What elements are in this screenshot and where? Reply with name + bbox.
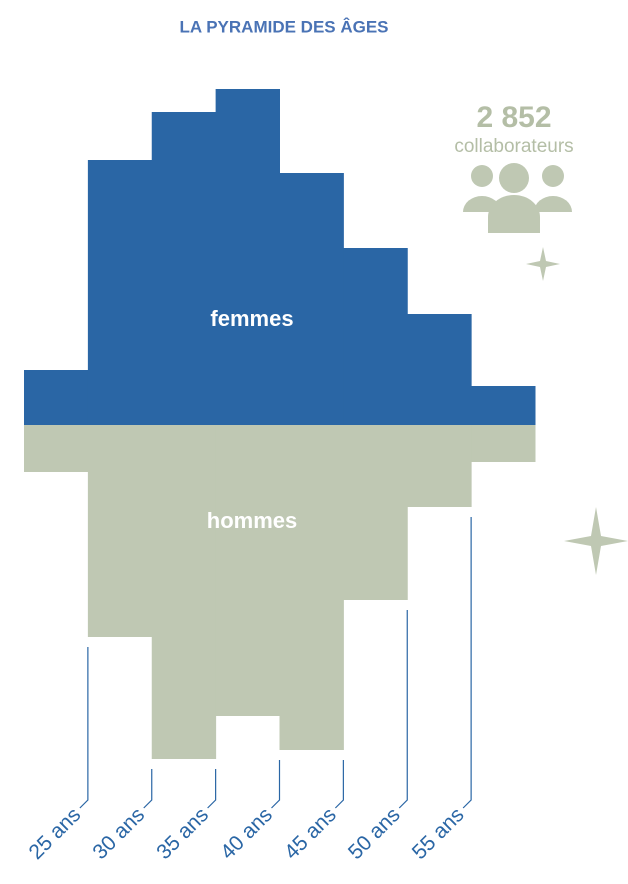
bar-hommes [343,425,408,600]
edge-label: 40 ans [216,803,277,864]
total-label: collaborateurs [454,136,573,157]
bar-hommes [151,425,217,759]
edge-label: 55 ans [408,803,469,864]
label-leader [143,769,153,809]
label-leader [271,760,281,809]
chart-title: LA PYRAMIDE DES ÂGES [179,17,388,36]
series-label: hommes [207,508,297,533]
series-label: femmes [210,306,293,331]
bar-femmes [87,160,153,425]
star [564,507,628,575]
edge-label: 30 ans [88,803,149,864]
bar-femmes [471,386,536,425]
bar-hommes [215,425,280,716]
label-leader [207,769,217,809]
bar-femmes [343,248,408,425]
bar-hommes [87,425,153,637]
bar-femmes [407,314,472,425]
bar-hommes [471,425,536,462]
edge-label: 35 ans [152,803,213,864]
label-leader [334,760,344,809]
bar-femmes [24,370,89,425]
total: 2 852 [476,101,551,134]
label-leader [462,517,472,809]
bar-femmes [279,173,344,425]
edge-label: 25 ans [24,803,85,864]
edge-label: 45 ans [280,803,341,864]
edge-label: 50 ans [344,803,405,864]
bar-femmes [151,112,217,425]
bar-femmes [215,89,280,425]
bar-hommes [279,425,344,750]
people-icon [463,163,572,233]
bar-hommes [407,425,472,507]
label-leader [79,647,89,809]
label-leader [398,610,408,809]
bar-hommes [24,425,89,472]
star [526,247,560,281]
